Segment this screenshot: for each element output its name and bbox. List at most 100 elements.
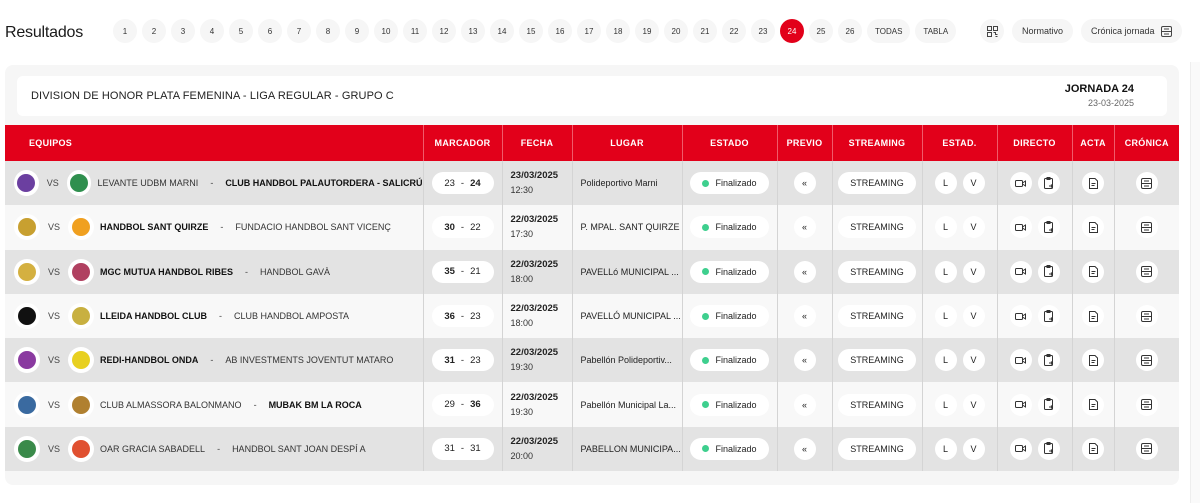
acta-button[interactable] (1082, 216, 1104, 239)
round-11-button[interactable]: 11 (403, 19, 427, 43)
stats-visitor-button[interactable]: V (962, 260, 985, 283)
round-23-button[interactable]: 23 (751, 19, 775, 43)
home-team-name[interactable]: OAR GRACIA SABADELL (100, 443, 206, 454)
stats-local-button[interactable]: L (934, 216, 957, 239)
live-clipboard-button[interactable] (1037, 437, 1060, 460)
cronica-button[interactable] (1135, 172, 1158, 195)
streaming-button[interactable]: STREAMING (838, 216, 916, 239)
live-clipboard-button[interactable] (1037, 349, 1060, 372)
round-4-button[interactable]: 4 (200, 19, 224, 43)
score-pill[interactable]: 23 - 24 (431, 172, 494, 195)
live-video-button[interactable] (1009, 437, 1032, 460)
cronica-button[interactable] (1135, 216, 1158, 239)
streaming-button[interactable]: STREAMING (838, 349, 916, 372)
round-18-button[interactable]: 18 (606, 19, 630, 43)
stats-visitor-button[interactable]: V (962, 172, 985, 195)
stats-visitor-button[interactable]: V (962, 393, 985, 416)
page-scrollbar[interactable] (1190, 62, 1200, 503)
round-16-button[interactable]: 16 (548, 19, 572, 43)
live-video-button[interactable] (1009, 393, 1032, 416)
live-clipboard-button[interactable] (1037, 260, 1060, 283)
cronica-button[interactable] (1135, 393, 1158, 416)
score-pill[interactable]: 29 - 36 (431, 393, 494, 416)
round-2-button[interactable]: 2 (142, 19, 166, 43)
cronica-button[interactable] (1135, 437, 1158, 460)
match-row[interactable]: VS LEVANTE UDBM MARNI - CLUB HANDBOL PAL… (5, 161, 1179, 206)
score-pill[interactable]: 31 - 23 (431, 349, 494, 372)
score-pill[interactable]: 35 - 21 (431, 260, 494, 283)
live-video-button[interactable] (1009, 305, 1032, 328)
cronica-button[interactable] (1135, 305, 1158, 328)
away-team-name[interactable]: HANDBOL SANT JOAN DESPÍ A (232, 443, 366, 454)
live-video-button[interactable] (1009, 172, 1032, 195)
round-7-button[interactable]: 7 (287, 19, 311, 43)
acta-button[interactable] (1082, 437, 1104, 460)
round-13-button[interactable]: 13 (461, 19, 485, 43)
round-19-button[interactable]: 19 (635, 19, 659, 43)
away-team-name[interactable]: HANDBOL GAVÀ (260, 266, 331, 277)
stats-local-button[interactable]: L (934, 172, 957, 195)
match-row[interactable]: VS MGC MUTUA HANDBOL RIBES - HANDBOL GAV… (5, 249, 1179, 294)
round-17-button[interactable]: 17 (577, 19, 601, 43)
streaming-button[interactable]: STREAMING (838, 172, 916, 195)
streaming-button[interactable]: STREAMING (838, 437, 916, 460)
acta-button[interactable] (1082, 260, 1104, 283)
round-26-button[interactable]: 26 (838, 19, 862, 43)
home-team-name[interactable]: REDI-HANDBOL ONDA (100, 355, 199, 366)
stats-local-button[interactable]: L (934, 305, 957, 328)
previo-button[interactable]: « (793, 437, 816, 460)
away-team-name[interactable]: FUNDACIO HANDBOL SANT VICENÇ (235, 222, 391, 233)
tabla-button[interactable]: TABLA (915, 19, 957, 43)
match-row[interactable]: VS HANDBOL SANT QUIRZE - FUNDACIO HANDBO… (5, 205, 1179, 250)
match-row[interactable]: VS OAR GRACIA SABADELL - HANDBOL SANT JO… (5, 426, 1179, 472)
previo-button[interactable]: « (793, 349, 816, 372)
qr-code-button[interactable] (980, 19, 1004, 43)
round-3-button[interactable]: 3 (171, 19, 195, 43)
round-10-button[interactable]: 10 (374, 19, 398, 43)
previo-button[interactable]: « (793, 305, 816, 328)
round-6-button[interactable]: 6 (258, 19, 282, 43)
round-12-button[interactable]: 12 (432, 19, 456, 43)
cronica-button[interactable] (1135, 349, 1158, 372)
live-clipboard-button[interactable] (1037, 172, 1060, 195)
acta-button[interactable] (1082, 305, 1104, 328)
away-team-name[interactable]: MUBAK BM LA ROCA (268, 399, 362, 410)
match-row[interactable]: VS LLEIDA HANDBOL CLUB - CLUB HANDBOL AM… (5, 293, 1179, 339)
round-20-button[interactable]: 20 (664, 19, 688, 43)
normativo-button[interactable]: Normativo (1012, 19, 1074, 43)
live-video-button[interactable] (1009, 260, 1032, 283)
live-clipboard-button[interactable] (1037, 216, 1060, 239)
round-9-button[interactable]: 9 (345, 19, 369, 43)
cronica-button[interactable] (1135, 260, 1158, 283)
streaming-button[interactable]: STREAMING (838, 260, 916, 283)
stats-visitor-button[interactable]: V (962, 305, 985, 328)
round-8-button[interactable]: 8 (316, 19, 340, 43)
acta-button[interactable] (1082, 349, 1104, 372)
stats-local-button[interactable]: L (934, 437, 957, 460)
streaming-button[interactable]: STREAMING (838, 393, 916, 416)
away-team-name[interactable]: AB INVESTMENTS JOVENTUT MATARO (225, 355, 394, 366)
stats-local-button[interactable]: L (934, 349, 957, 372)
previo-button[interactable]: « (793, 393, 816, 416)
previo-button[interactable]: « (793, 172, 816, 195)
round-25-button[interactable]: 25 (809, 19, 833, 43)
acta-button[interactable] (1082, 172, 1104, 195)
stats-visitor-button[interactable]: V (962, 437, 985, 460)
round-1-button[interactable]: 1 (113, 19, 137, 43)
home-team-name[interactable]: LLEIDA HANDBOL CLUB (100, 311, 208, 322)
round-24-button[interactable]: 24 (780, 19, 804, 43)
score-pill[interactable]: 36 - 23 (431, 305, 494, 328)
live-clipboard-button[interactable] (1037, 393, 1060, 416)
live-clipboard-button[interactable] (1037, 305, 1060, 328)
streaming-button[interactable]: STREAMING (838, 305, 916, 328)
home-team-name[interactable]: LEVANTE UDBM MARNI (97, 178, 199, 189)
home-team-name[interactable]: HANDBOL SANT QUIRZE (100, 222, 209, 233)
score-pill[interactable]: 30 - 22 (431, 216, 494, 239)
todas-button[interactable]: TODAS (867, 19, 911, 43)
stats-local-button[interactable]: L (934, 393, 957, 416)
stats-visitor-button[interactable]: V (962, 349, 985, 372)
stats-visitor-button[interactable]: V (962, 216, 985, 239)
previo-button[interactable]: « (793, 260, 816, 283)
round-21-button[interactable]: 21 (693, 19, 717, 43)
stats-local-button[interactable]: L (934, 260, 957, 283)
